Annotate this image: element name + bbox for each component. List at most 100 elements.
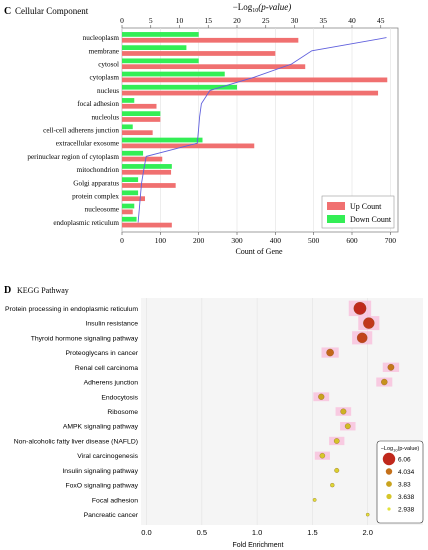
panel-c-top-tick-label: 40	[348, 16, 356, 25]
up-count-bar-3	[122, 77, 388, 83]
panel-c-letter: C	[4, 6, 11, 17]
up-count-bar-7	[122, 130, 153, 136]
legend-up-label: Up Count	[350, 202, 382, 211]
down-count-bar-13	[122, 203, 135, 209]
pathway-point-5	[381, 378, 388, 386]
legend-size-label-4: 2.938	[398, 507, 415, 514]
down-count-bar-10	[122, 164, 172, 169]
pathway-point-10	[319, 452, 326, 459]
panel-c-top-tick-label: 0	[120, 16, 124, 25]
panel-d-category-label: Protein processing in endoplasmic reticu…	[5, 306, 138, 313]
panel-c-category-label: nucleosome	[85, 206, 119, 214]
panel-c-top-tick-label: 10	[176, 16, 184, 25]
legend-up-swatch	[327, 202, 345, 210]
pathway-point-6	[318, 393, 325, 400]
panel-d-category-label: Ribosome	[107, 409, 138, 416]
panel-d-category-label: Insulin signaling pathway	[62, 468, 138, 475]
legend-size-label-3: 3.638	[398, 494, 415, 501]
up-count-bar-6	[122, 117, 161, 122]
pathway-point-7	[340, 408, 347, 415]
panel-d-x-tick-label: 0.0	[141, 528, 151, 537]
panel-c: C Cellular Component −Log10(p-value) nuc…	[4, 2, 399, 256]
down-count-bar-6	[122, 111, 161, 117]
panel-d-category-label: FoxO signaling pathway	[65, 483, 138, 490]
panel-c-title: Cellular Component	[15, 6, 89, 16]
up-count-bar-4	[122, 90, 379, 96]
panel-d-legend: −Log10(p-value) 6.06 4.034 3.83 3.638 2.938	[376, 440, 424, 524]
panel-c-category-label: mitochondrion	[77, 166, 120, 174]
panel-d-legend-title: −Log10(p-value)	[381, 446, 420, 453]
legend-down-label: Down Count	[350, 215, 392, 224]
panel-d-category-label: Insulin resistance	[85, 321, 138, 328]
legend-size-marker-4	[387, 507, 391, 511]
panel-c-top-tick-label: 5	[149, 16, 153, 25]
panel-d-x-tick-label: 1.0	[252, 528, 262, 537]
up-count-bar-5	[122, 103, 157, 109]
pathway-point-1	[363, 317, 375, 329]
panel-c-category-label: cytoplasm	[89, 74, 119, 82]
panel-c-top-axis-label: −Log10(p-value)	[233, 2, 292, 14]
down-count-bar-9	[122, 150, 144, 156]
panel-d-category-label: Thyroid hormone signaling pathway	[31, 335, 139, 342]
up-count-bar-10	[122, 169, 172, 175]
panel-c-x-tick-label: 400	[270, 236, 282, 245]
pathway-point-11	[334, 468, 340, 473]
panel-d-category-label: Adherens junction	[84, 380, 139, 387]
pathway-point-12	[330, 483, 335, 488]
pathway-point-2	[356, 332, 368, 344]
panel-d-category-label: Viral carcinogenesis	[77, 453, 138, 460]
up-count-bar-9	[122, 156, 163, 162]
legend-size-marker-0	[382, 452, 396, 466]
panel-c-x-tick-label: 700	[385, 236, 397, 245]
pathway-point-0	[353, 302, 367, 315]
up-count-bar-2	[122, 64, 306, 70]
down-count-bar-1	[122, 45, 187, 51]
up-count-bar-0	[122, 37, 299, 43]
panel-d-category-label: Renal cell carcinoma	[75, 365, 138, 372]
panel-c-top-tick-label: 30	[291, 16, 299, 25]
panel-c-category-label: focal adhesion	[77, 100, 119, 108]
pathway-point-9	[333, 438, 340, 444]
panel-c-category-label: endoplasmic reticulum	[53, 219, 119, 227]
down-count-bar-2	[122, 58, 199, 64]
panel-d-category-label: Endocytosis	[101, 394, 138, 401]
panel-c-top-tick-label: 45	[377, 16, 385, 25]
panel-c-category-label: membrane	[89, 47, 119, 55]
down-count-bar-0	[122, 32, 199, 37]
panel-c-top-tick-label: 15	[205, 16, 213, 25]
legend-down-swatch	[327, 215, 345, 223]
legend-size-label-0: 6.06	[398, 457, 411, 464]
panel-d: D KEGG Pathway Protein processing in end…	[4, 285, 424, 549]
legend-size-label-2: 3.83	[398, 482, 411, 489]
pathway-point-4	[387, 363, 395, 371]
panel-d-category-label: AMPK signaling pathway	[63, 424, 139, 431]
panel-d-title: KEGG Pathway	[17, 286, 69, 295]
panel-d-category-label: Proteoglycans in cancer	[65, 350, 138, 357]
panel-d-plot-frame	[141, 298, 423, 525]
panel-c-top-tick-label: 20	[233, 16, 241, 25]
up-count-bar-14	[122, 222, 172, 228]
panel-c-x-axis-title: Count of Gene	[235, 247, 283, 256]
down-count-bar-3	[122, 71, 225, 77]
legend-size-marker-2	[386, 481, 392, 487]
panel-c-category-label: protein complex	[72, 193, 119, 201]
panel-c-x-tick-label: 500	[308, 236, 320, 245]
pathway-point-8	[344, 423, 351, 430]
panel-c-category-label: perinuclear region of cytoplasm	[27, 153, 119, 161]
panel-d-category-label: Pancreatic cancer	[84, 512, 139, 519]
panel-c-x-tick-label: 0	[120, 236, 124, 245]
panel-c-category-label: nucleolus	[91, 113, 119, 121]
panel-c-top-tick-label: 25	[262, 16, 270, 25]
up-count-bar-12	[122, 196, 145, 202]
legend-size-label-1: 4.034	[398, 469, 415, 476]
panel-c-x-tick-label: 300	[231, 236, 243, 245]
panel-d-x-axis-title: Fold Enrichment	[233, 542, 284, 549]
panel-c-category-label: nucleoplasm	[83, 34, 120, 42]
pathway-point-14	[365, 512, 370, 517]
panel-c-category-label: cytosol	[98, 61, 119, 69]
down-count-bar-14	[122, 216, 137, 222]
legend-size-marker-3	[386, 493, 392, 500]
up-count-bar-11	[122, 183, 176, 188]
p-value-line	[137, 37, 387, 223]
